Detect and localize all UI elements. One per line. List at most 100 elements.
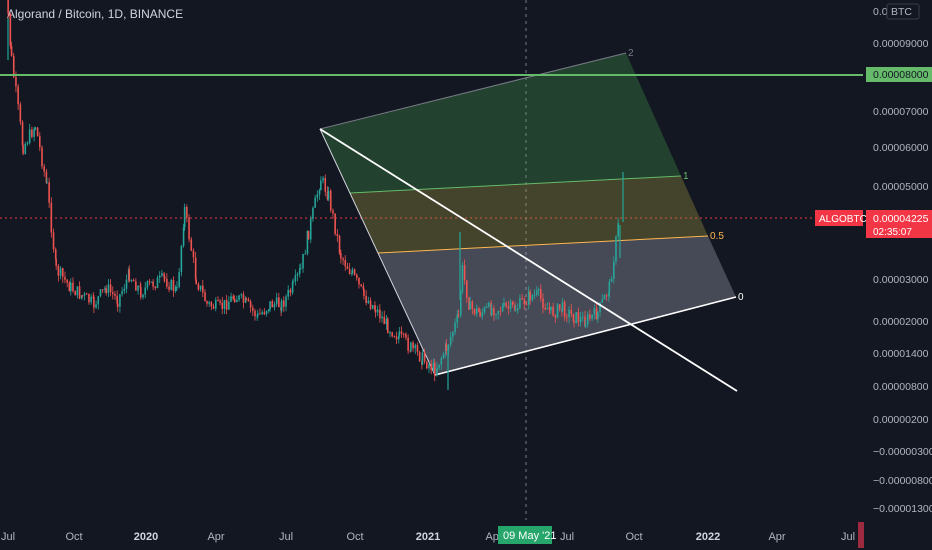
candle-body [374, 309, 377, 313]
candle-body [31, 129, 33, 137]
crosshair-time-label: 09 May '21 [503, 530, 556, 542]
price-axis[interactable]: 0.0 BTC 0.00009000 0.00008000 0.00007000 0.… [863, 0, 932, 520]
candle-body [501, 306, 504, 311]
fan-level-line[interactable] [349, 175, 682, 194]
candle-body [617, 222, 619, 237]
candle-body [309, 218, 312, 240]
candle-body [256, 315, 259, 317]
price-tick-label: −0.00000300 [873, 446, 932, 458]
candle-body [156, 277, 159, 289]
candle-body [230, 296, 232, 302]
candle-body [570, 309, 573, 314]
candle-body [212, 306, 215, 309]
candle-body [438, 364, 440, 368]
candle-body [163, 273, 165, 278]
fan-level-line[interactable] [434, 296, 737, 376]
candle-body [334, 213, 336, 235]
candle-body [442, 353, 445, 359]
candle-body [369, 300, 372, 309]
candle-body [7, 0, 9, 14]
candle-body [194, 257, 197, 280]
candle-body [249, 301, 252, 308]
candle-body [261, 312, 263, 314]
candle-body [174, 287, 177, 292]
candle-body [119, 294, 121, 307]
candle-body [539, 289, 542, 299]
candle-body [72, 282, 74, 292]
time-tick-label: 2021 [416, 531, 440, 543]
last-price-label: 0.00004225 [873, 213, 929, 225]
candle-body [346, 266, 349, 269]
candle-body [332, 210, 334, 214]
candle-body [351, 273, 353, 275]
candle-body [329, 190, 332, 211]
candle-body [454, 322, 456, 333]
candle-body [584, 316, 586, 327]
candle-body [296, 273, 299, 276]
candle-body [379, 309, 381, 319]
time-tick-label: Jul [841, 531, 855, 543]
time-axis[interactable]: Jul Oct 2020 Apr Jul Oct 2021 Apr Jul Oct 2022 Apr J… [0, 520, 864, 550]
candle-body [88, 293, 90, 303]
candle-body [97, 296, 100, 305]
candle-body [228, 301, 230, 310]
candle-body [245, 298, 248, 300]
candle-body [573, 321, 575, 323]
fan-level-line[interactable] [377, 235, 709, 254]
candle-body [116, 303, 119, 307]
candle-body [327, 190, 330, 200]
candle-body [280, 300, 283, 311]
candle-body [402, 333, 405, 335]
countdown-label: 02:35:07 [873, 227, 912, 238]
fan-level-line[interactable] [319, 52, 627, 130]
candle-body [478, 308, 480, 312]
hline-value-label: 0.00008000 [873, 69, 929, 81]
candle-body [544, 307, 546, 310]
fan-level-label: 1 [683, 171, 689, 182]
candle-body [289, 289, 292, 293]
candle-body [186, 206, 188, 218]
candle-body [548, 307, 551, 311]
candle-body [426, 361, 428, 369]
candle-body [192, 250, 195, 258]
candle-body [50, 202, 53, 233]
fan-base-line[interactable] [319, 128, 436, 376]
candle-body [414, 344, 417, 349]
candle-body [572, 313, 575, 322]
candle-body [428, 364, 430, 369]
candle-body [391, 332, 393, 337]
candle-body [531, 295, 534, 301]
time-tick-label: Oct [346, 531, 363, 543]
candle-body [338, 235, 341, 253]
drawing-lines[interactable] [319, 128, 738, 392]
candle-body [312, 207, 314, 219]
candle-body [304, 253, 307, 255]
time-tick-label: Apr [207, 531, 224, 543]
candle-body [608, 292, 610, 296]
plot-area[interactable] [0, 0, 815, 520]
fibonacci-pitchfan[interactable]: 210.50 [319, 48, 744, 376]
candle-body [558, 304, 561, 310]
candle-body [367, 300, 370, 303]
candle-body [566, 316, 568, 318]
candle-body [556, 304, 559, 318]
candle-body [362, 286, 365, 290]
candle-body [154, 286, 157, 289]
candle-body [190, 239, 193, 251]
candle-body [360, 284, 362, 287]
candle-body [183, 206, 186, 228]
candle-body [298, 268, 301, 274]
candle-body [300, 268, 302, 270]
candle-body [521, 297, 523, 300]
candle-body [128, 269, 131, 282]
candle-body [385, 318, 388, 325]
candle-body [202, 285, 204, 293]
symbol-badge [815, 210, 863, 226]
trend-line[interactable] [319, 128, 738, 392]
candle-body [93, 296, 95, 308]
price-tick-label: 0.00003000 [873, 274, 929, 286]
candle-body [55, 259, 57, 266]
candle-body [26, 143, 29, 145]
price-tick-label: 0.00000800 [873, 381, 929, 393]
